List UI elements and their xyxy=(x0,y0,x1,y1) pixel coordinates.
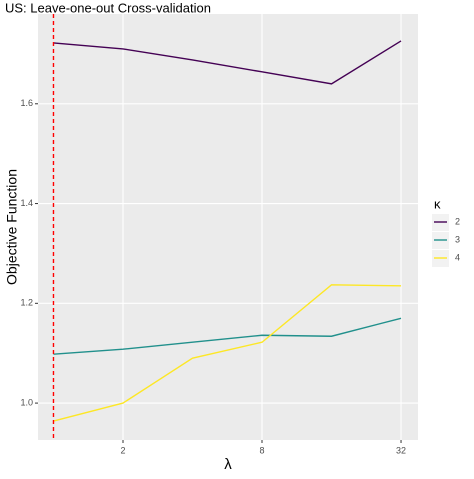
line xyxy=(53,284,402,422)
x-tick-label: 8 xyxy=(260,445,265,455)
line xyxy=(53,317,402,355)
y-tick-label: 1.2 xyxy=(20,298,33,308)
y-tick-label: 1.6 xyxy=(20,98,33,108)
y-axis-label: Objective Function xyxy=(4,169,20,285)
y-tick-label: 1.0 xyxy=(20,397,33,407)
chart-title: US: Leave-one-out Cross-validation xyxy=(5,0,211,15)
legend-label: 3 xyxy=(455,234,460,244)
line xyxy=(53,40,402,85)
legend-label: 4 xyxy=(455,252,460,262)
panel xyxy=(38,14,418,440)
x-tick-label: 32 xyxy=(396,445,406,455)
y-tick-label: 1.4 xyxy=(20,198,33,208)
x-axis-label: λ xyxy=(224,456,232,473)
legend-title: κ xyxy=(434,196,441,211)
legend-label: 2 xyxy=(455,216,460,226)
x-tick-label: 2 xyxy=(120,445,125,455)
